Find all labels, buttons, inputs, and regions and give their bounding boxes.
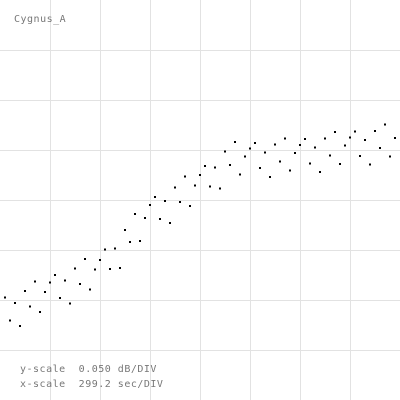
point [124, 229, 126, 231]
point [114, 247, 116, 250]
point [129, 241, 131, 243]
point [44, 291, 46, 293]
y-scale-label: y-scale 0.050 dB/DIV [20, 364, 157, 375]
point [339, 163, 341, 165]
point [299, 144, 301, 146]
point [249, 147, 251, 150]
point [319, 171, 321, 173]
point [174, 186, 176, 189]
point [9, 319, 11, 322]
point [34, 280, 36, 283]
point [374, 130, 376, 132]
point [354, 130, 356, 133]
point [164, 200, 166, 202]
point [314, 146, 316, 149]
point [269, 176, 271, 178]
point [144, 217, 146, 219]
point [179, 201, 181, 203]
point [59, 297, 61, 299]
point [389, 155, 391, 158]
point [364, 139, 366, 141]
point [244, 155, 246, 158]
point [29, 305, 31, 308]
point [79, 283, 81, 285]
point [149, 204, 151, 206]
point [74, 267, 76, 270]
point [254, 142, 256, 144]
point [359, 155, 361, 157]
point [94, 268, 96, 271]
point [344, 144, 346, 147]
x-scale-label: x-scale 299.2 sec/DIV [20, 379, 163, 390]
point [104, 248, 106, 251]
point [394, 137, 396, 139]
point [109, 268, 111, 270]
point [369, 163, 371, 166]
point [49, 281, 51, 284]
point [219, 187, 221, 190]
point [119, 267, 121, 269]
point [89, 288, 91, 291]
point [69, 302, 71, 305]
point [184, 175, 186, 178]
point [224, 150, 226, 153]
point [159, 218, 161, 220]
point [309, 162, 311, 165]
point [194, 184, 196, 187]
point [209, 185, 211, 188]
point [139, 240, 141, 242]
point [204, 165, 206, 167]
point [324, 137, 326, 140]
point [294, 152, 296, 154]
point [239, 173, 241, 176]
point [379, 147, 381, 149]
point [329, 154, 331, 157]
point [169, 222, 171, 224]
chart-title: Cygnus_A [14, 14, 66, 25]
point [19, 325, 21, 327]
point [289, 169, 291, 172]
point [199, 174, 201, 176]
point [14, 302, 16, 304]
point [274, 143, 276, 146]
point [39, 311, 41, 313]
points [4, 123, 396, 327]
point [349, 136, 351, 139]
point [4, 296, 6, 299]
point [264, 151, 266, 154]
point [134, 213, 136, 215]
point [154, 196, 156, 198]
point [284, 137, 286, 140]
point [334, 131, 336, 133]
point [259, 167, 261, 169]
point [229, 164, 231, 166]
point [384, 123, 386, 126]
point [234, 141, 236, 143]
point [24, 290, 26, 292]
point [84, 258, 86, 260]
point [279, 160, 281, 163]
point [54, 274, 56, 276]
point [64, 279, 66, 282]
point [304, 138, 306, 140]
point [214, 166, 216, 169]
point [99, 259, 101, 261]
point [189, 205, 191, 207]
